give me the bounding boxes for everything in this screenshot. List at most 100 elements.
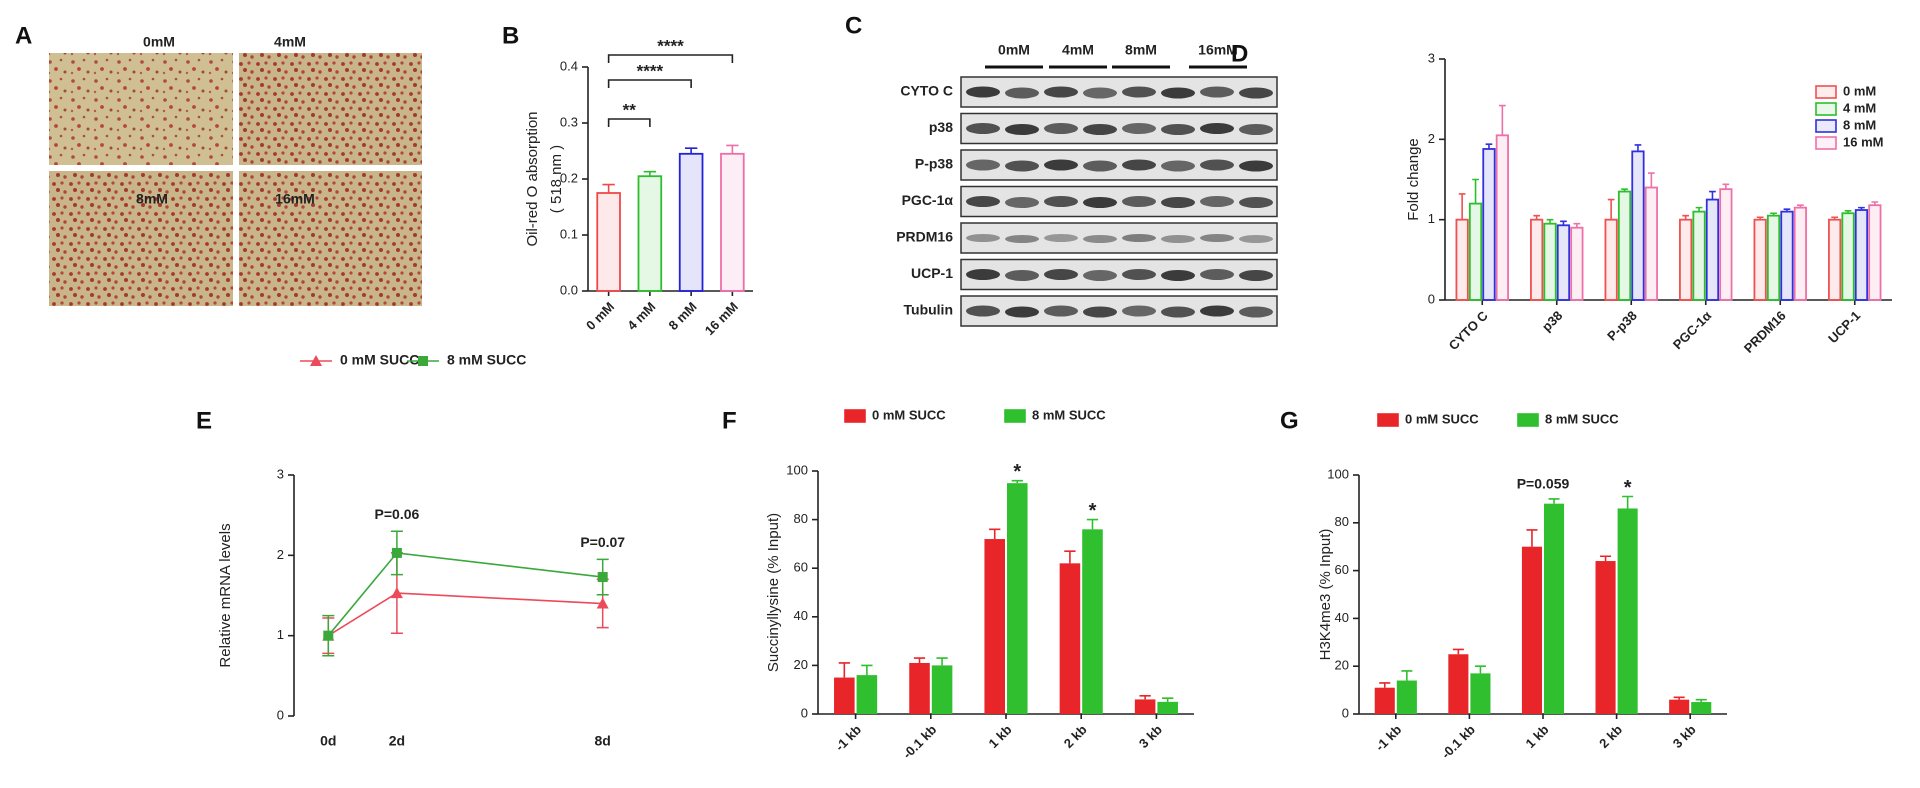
line bbox=[327, 552, 603, 637]
error-bar bbox=[1401, 670, 1413, 681]
error-bar bbox=[1452, 648, 1464, 655]
x-tick-label: 4 mM bbox=[624, 299, 658, 333]
bar bbox=[1082, 529, 1103, 714]
legend-label: 16 mM bbox=[1843, 134, 1883, 149]
x-tick-label: 2 kb bbox=[1061, 722, 1090, 751]
x-tick-label: p38 bbox=[1539, 308, 1565, 334]
y-tick-label: 0.1 bbox=[560, 226, 578, 241]
bar bbox=[596, 192, 621, 292]
bar bbox=[678, 152, 704, 292]
y-tick-label: 40 bbox=[794, 608, 808, 623]
legend-label: 0 mM SUCC bbox=[872, 407, 946, 422]
error-bar bbox=[1472, 178, 1479, 204]
blot-band bbox=[1044, 123, 1078, 134]
blot-band bbox=[1122, 123, 1156, 134]
bar bbox=[1570, 226, 1584, 301]
bar bbox=[1468, 202, 1483, 301]
significance-bracket bbox=[607, 79, 692, 88]
bar bbox=[1396, 680, 1417, 714]
blot-band bbox=[1005, 306, 1039, 318]
bar bbox=[720, 152, 745, 292]
error-bar bbox=[1607, 198, 1615, 220]
annotation: P=0.06 bbox=[375, 506, 420, 522]
legend-label: 8 mM bbox=[1843, 117, 1876, 132]
legend-label: 8 mM SUCC bbox=[1032, 407, 1106, 422]
bar bbox=[1157, 701, 1178, 714]
protein-label: PRDM16 bbox=[896, 229, 953, 245]
bar bbox=[1705, 198, 1720, 301]
x-tick-label: -1 kb bbox=[832, 722, 864, 754]
bar bbox=[1719, 188, 1733, 301]
error-bar bbox=[1831, 216, 1838, 220]
x-tick-label: P-p38 bbox=[1604, 308, 1640, 344]
x-tick-label: 2 kb bbox=[1596, 722, 1625, 751]
dose-label: 4mM bbox=[1062, 42, 1094, 58]
blot-band bbox=[1122, 305, 1156, 317]
error-bar bbox=[1499, 104, 1506, 136]
blot-band bbox=[1044, 159, 1078, 171]
annotation: * bbox=[1089, 500, 1097, 522]
y-tick-label: 0 bbox=[1342, 705, 1349, 720]
bar bbox=[931, 665, 953, 714]
legend-label: 0 mM SUCC bbox=[340, 352, 419, 368]
blot-band bbox=[1044, 234, 1078, 242]
blot-band bbox=[966, 123, 1000, 134]
bar bbox=[1595, 561, 1616, 714]
bar bbox=[1544, 503, 1565, 714]
legend-label: 0 mM SUCC bbox=[1405, 411, 1479, 426]
x-tick-label: 8 mM bbox=[666, 299, 700, 333]
blot-band bbox=[1239, 124, 1273, 135]
blot-band bbox=[1239, 235, 1273, 243]
dose-label: 0mM bbox=[998, 42, 1030, 58]
x-tick-label: UCP-1 bbox=[1825, 308, 1863, 346]
y-tick-label: 20 bbox=[794, 657, 808, 672]
bar bbox=[1644, 186, 1658, 301]
bar bbox=[1828, 218, 1842, 301]
image-label: 4mM bbox=[274, 34, 306, 50]
error-bar bbox=[1709, 190, 1716, 200]
y-tick-label: 60 bbox=[1335, 562, 1349, 577]
blot-band bbox=[1083, 306, 1117, 318]
bar bbox=[1617, 508, 1638, 714]
bar bbox=[1448, 654, 1469, 714]
point bbox=[418, 356, 428, 366]
legend-swatch bbox=[844, 409, 866, 423]
blot-band bbox=[966, 269, 1000, 280]
bar bbox=[834, 677, 855, 714]
error-bar bbox=[1622, 495, 1634, 509]
y-axis-label: ( 518 nm ) bbox=[548, 145, 565, 213]
x-tick-label: 1 kb bbox=[1523, 722, 1552, 751]
y-tick-label: 80 bbox=[794, 511, 808, 526]
bar bbox=[1669, 699, 1690, 714]
protein-label: P-p38 bbox=[915, 156, 953, 172]
x-tick-label: 16 mM bbox=[702, 299, 741, 338]
bar bbox=[1556, 224, 1571, 301]
y-tick-label: 0.4 bbox=[560, 58, 578, 73]
bar bbox=[1482, 148, 1496, 301]
bar bbox=[1617, 190, 1632, 301]
blot-band bbox=[1044, 305, 1078, 317]
error-bar bbox=[1139, 694, 1151, 700]
error-bar bbox=[1673, 696, 1685, 700]
y-tick-label: 3 bbox=[1428, 50, 1435, 65]
bar bbox=[1455, 218, 1469, 301]
bar bbox=[1679, 218, 1693, 301]
legend-swatch bbox=[1815, 119, 1837, 133]
error-bar bbox=[1474, 665, 1486, 674]
y-tick-label: 2 bbox=[277, 547, 284, 562]
blot-band bbox=[966, 305, 1000, 317]
point bbox=[391, 547, 402, 558]
bar bbox=[1374, 687, 1395, 714]
blot-band bbox=[966, 159, 1000, 171]
image-label: 0mM bbox=[143, 34, 175, 50]
bar bbox=[1692, 210, 1706, 301]
error-bar bbox=[1621, 188, 1628, 192]
error-bar bbox=[1770, 212, 1777, 216]
x-tick-label: 0 mM bbox=[583, 299, 617, 333]
blot-band bbox=[1044, 196, 1078, 207]
image-label: 8mM bbox=[136, 191, 168, 207]
bar bbox=[1793, 206, 1807, 301]
legend-label: 4 mM bbox=[1843, 100, 1876, 115]
error-bar bbox=[1548, 498, 1560, 504]
